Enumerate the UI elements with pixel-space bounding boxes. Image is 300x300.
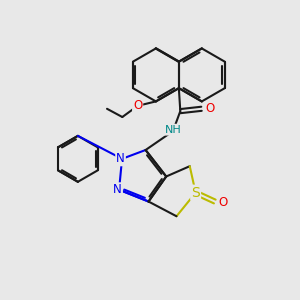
Text: NH: NH: [165, 125, 181, 135]
Text: N: N: [116, 152, 125, 165]
Text: N: N: [113, 183, 122, 196]
Text: O: O: [205, 102, 214, 115]
Text: O: O: [133, 99, 142, 112]
Text: O: O: [218, 196, 228, 209]
Text: S: S: [191, 186, 200, 200]
